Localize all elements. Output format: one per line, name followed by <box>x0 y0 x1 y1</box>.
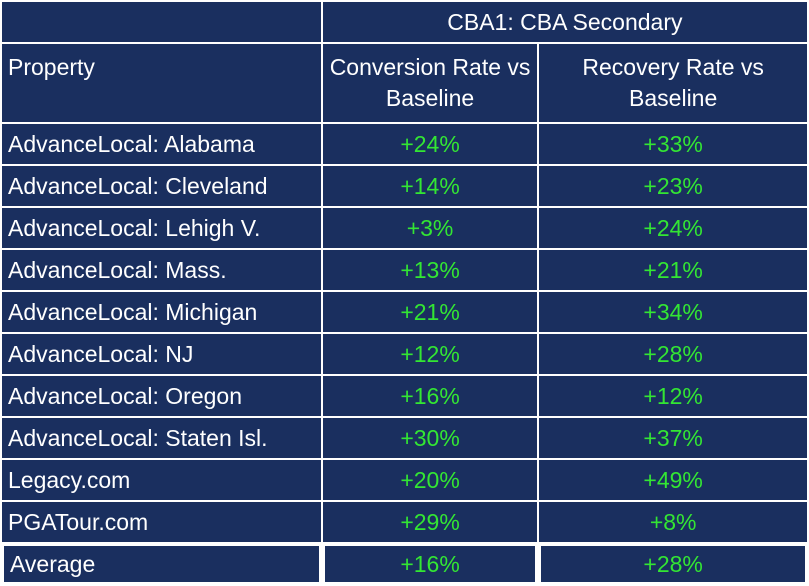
recovery-cell: +21% <box>539 250 807 290</box>
table-row: AdvanceLocal: Lehigh V. +3% +24% <box>2 208 807 248</box>
group-header: CBA1: CBA Secondary <box>322 2 807 42</box>
table-row: AdvanceLocal: Cleveland +14% +23% <box>2 166 807 206</box>
average-recovery: +28% <box>539 544 807 584</box>
property-cell: AdvanceLocal: Alabama <box>2 124 321 164</box>
property-cell: AdvanceLocal: Lehigh V. <box>2 208 321 248</box>
conversion-cell: +12% <box>322 334 538 374</box>
conversion-cell: +20% <box>322 460 538 500</box>
recovery-cell: +24% <box>539 208 807 248</box>
recovery-cell: +49% <box>539 460 807 500</box>
recovery-cell: +12% <box>539 376 807 416</box>
table-row: AdvanceLocal: Alabama +24% +33% <box>2 124 807 164</box>
property-cell: AdvanceLocal: Mass. <box>2 250 321 290</box>
recovery-cell: +37% <box>539 418 807 458</box>
column-header-property: Property <box>2 44 321 122</box>
conversion-cell: +30% <box>322 418 538 458</box>
recovery-cell: +23% <box>539 166 807 206</box>
conversion-cell: +21% <box>322 292 538 332</box>
column-header-recovery: Recovery Rate vs Baseline <box>539 44 807 122</box>
property-cell: AdvanceLocal: NJ <box>2 334 321 374</box>
average-conversion: +16% <box>322 544 538 584</box>
table-row: AdvanceLocal: Michigan +21% +34% <box>2 292 807 332</box>
column-header-conversion: Conversion Rate vs Baseline <box>322 44 538 122</box>
average-label: Average <box>2 544 321 584</box>
property-cell: Legacy.com <box>2 460 321 500</box>
recovery-cell: +8% <box>539 502 807 542</box>
conversion-cell: +29% <box>322 502 538 542</box>
table-row: AdvanceLocal: NJ +12% +28% <box>2 334 807 374</box>
conversion-cell: +13% <box>322 250 538 290</box>
table-row: AdvanceLocal: Mass. +13% +21% <box>2 250 807 290</box>
average-row: Average +16% +28% <box>2 544 807 584</box>
corner-cell <box>2 2 321 42</box>
property-cell: AdvanceLocal: Cleveland <box>2 166 321 206</box>
conversion-cell: +16% <box>322 376 538 416</box>
recovery-cell: +28% <box>539 334 807 374</box>
property-cell: AdvanceLocal: Michigan <box>2 292 321 332</box>
property-cell: PGATour.com <box>2 502 321 542</box>
conversion-cell: +24% <box>322 124 538 164</box>
table-row: Legacy.com +20% +49% <box>2 460 807 500</box>
property-cell: AdvanceLocal: Oregon <box>2 376 321 416</box>
table-row: AdvanceLocal: Staten Isl. +30% +37% <box>2 418 807 458</box>
conversion-cell: +14% <box>322 166 538 206</box>
table-row: PGATour.com +29% +8% <box>2 502 807 542</box>
conversion-cell: +3% <box>322 208 538 248</box>
table-row: AdvanceLocal: Oregon +16% +12% <box>2 376 807 416</box>
recovery-cell: +33% <box>539 124 807 164</box>
property-cell: AdvanceLocal: Staten Isl. <box>2 418 321 458</box>
recovery-cell: +34% <box>539 292 807 332</box>
